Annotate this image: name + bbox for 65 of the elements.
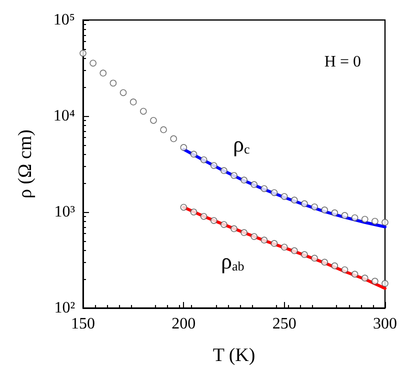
point — [280, 193, 288, 200]
x-tick-label: 250 — [272, 316, 296, 332]
point — [361, 274, 368, 282]
point — [190, 208, 198, 216]
y-tick-label: 10⁴ — [53, 108, 76, 124]
x-tick-label: 200 — [172, 316, 196, 332]
point — [361, 216, 368, 223]
point — [280, 244, 288, 251]
point — [90, 60, 96, 67]
point — [260, 236, 268, 244]
point — [382, 280, 388, 287]
point — [130, 98, 137, 106]
point — [140, 108, 147, 115]
y-axis-title: ρ (Ω cm) — [15, 130, 36, 198]
point — [382, 218, 388, 226]
point — [80, 50, 86, 57]
point — [291, 196, 298, 204]
point — [341, 212, 348, 219]
point — [270, 189, 278, 196]
point — [240, 176, 248, 184]
point — [160, 126, 167, 134]
point — [110, 80, 117, 87]
annotation: H = 0 — [324, 54, 361, 70]
point — [240, 229, 248, 236]
annotation: ρab — [221, 248, 244, 274]
point — [120, 89, 127, 96]
point — [301, 200, 308, 208]
point — [200, 156, 208, 164]
point — [301, 251, 308, 258]
point — [230, 172, 238, 179]
point — [180, 144, 188, 151]
point — [321, 206, 328, 214]
point — [220, 167, 228, 174]
point — [372, 218, 378, 225]
annotation: ρc — [233, 132, 250, 156]
point — [311, 204, 318, 210]
point — [220, 221, 228, 228]
x-tick-label: 150 — [71, 316, 95, 332]
point — [341, 266, 348, 274]
point — [311, 254, 318, 262]
point — [210, 217, 218, 224]
x-tick-label: 300 — [373, 316, 397, 332]
y-tick-label: 10⁵ — [53, 12, 75, 28]
point — [100, 70, 107, 76]
y-tick-label: 10² — [54, 300, 76, 316]
point — [250, 181, 258, 188]
point — [200, 212, 208, 220]
point — [331, 209, 338, 216]
point — [321, 258, 328, 266]
point — [372, 278, 378, 285]
point — [270, 240, 278, 247]
point — [291, 247, 298, 254]
point — [351, 270, 358, 278]
point — [180, 204, 188, 211]
point — [260, 185, 268, 192]
x-axis-title: T (K) — [212, 345, 256, 366]
point — [331, 262, 338, 270]
point — [150, 116, 157, 124]
point — [190, 150, 198, 158]
point — [250, 233, 258, 240]
y-tick-label: 10³ — [54, 204, 76, 220]
point — [351, 214, 358, 222]
point — [210, 162, 218, 169]
point — [170, 135, 177, 142]
point — [230, 225, 238, 232]
